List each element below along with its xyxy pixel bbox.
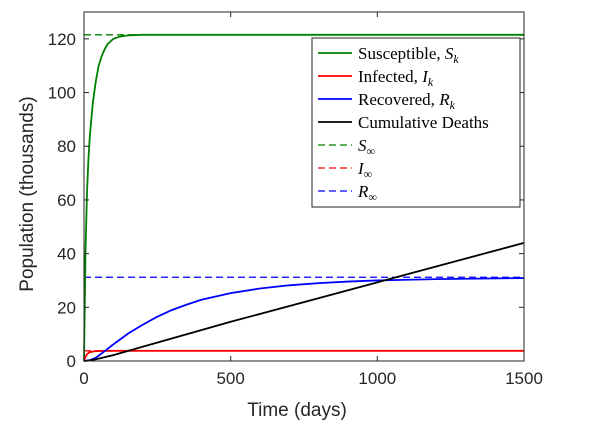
y-tick-label: 0 — [67, 352, 76, 371]
x-axis-label: Time (days) — [247, 400, 347, 421]
y-tick-label: 40 — [57, 245, 76, 264]
y-tick-label: 120 — [48, 30, 76, 49]
legend-entry: R∞ — [357, 182, 377, 204]
plot-area — [83, 33, 525, 362]
legend-entry: Susceptible, Sk — [358, 44, 459, 66]
x-axis-ticks: 0 500 1000 1500 — [79, 12, 543, 388]
series-line-cumulative-deaths — [83, 242, 525, 362]
legend-entry: Cumulative Deaths — [358, 113, 489, 132]
series-line-susceptible — [83, 33, 524, 362]
y-tick-label: 20 — [57, 298, 76, 317]
y-axis-ticks: 0 20 40 60 80 100 120 — [48, 30, 524, 371]
legend-entry: S∞ — [358, 136, 375, 158]
y-tick-label: 100 — [48, 84, 76, 103]
x-tick-label: 500 — [216, 369, 244, 388]
legend-entry: I∞ — [357, 159, 372, 181]
x-tick-label: 1500 — [505, 369, 543, 388]
y-tick-label: 80 — [57, 137, 76, 156]
legend-entry: Infected, Ik — [358, 67, 434, 89]
x-tick-label: 0 — [79, 369, 88, 388]
y-tick-label: 60 — [57, 191, 76, 210]
series-line-recovered — [83, 277, 525, 362]
legend-entry: Recovered, Rk — [358, 90, 456, 112]
y-axis-label: Population (thousands) — [17, 96, 38, 291]
series-line-infected — [83, 349, 524, 362]
axes-box — [83, 11, 525, 362]
x-tick-label: 1000 — [358, 369, 396, 388]
